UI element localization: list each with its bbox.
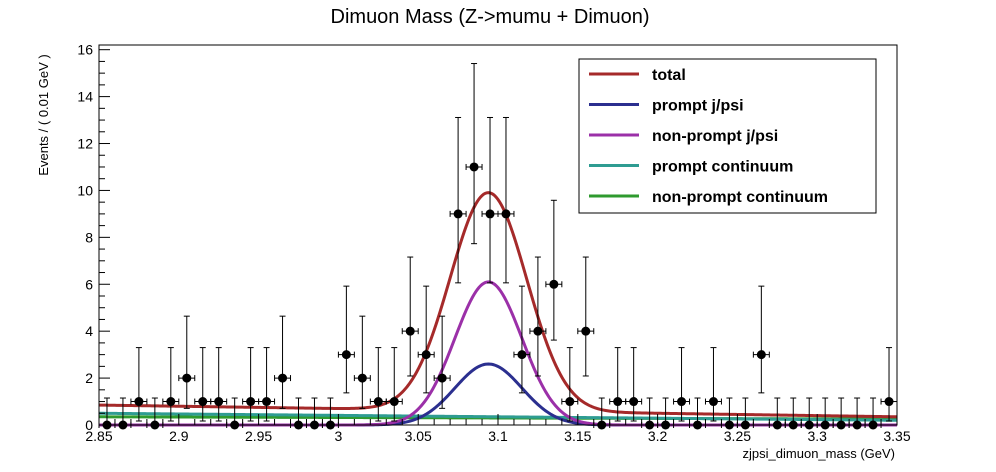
data-marker bbox=[262, 397, 272, 407]
x-tick-label: 3.2 bbox=[648, 428, 668, 444]
legend-label: prompt continuum bbox=[652, 159, 793, 176]
legend-label: non-prompt continuum bbox=[652, 189, 828, 206]
x-tick-label: 2.85 bbox=[85, 428, 112, 444]
data-marker bbox=[357, 373, 367, 383]
y-tick-label: 0 bbox=[85, 417, 93, 433]
data-marker bbox=[708, 397, 718, 407]
legend-entry: non-prompt continuum bbox=[589, 189, 828, 206]
data-point bbox=[752, 285, 770, 394]
data-point bbox=[880, 347, 898, 422]
x-tick-label: 3 bbox=[335, 428, 343, 444]
y-axis-label: Events / ( 0.01 GeV ) bbox=[36, 54, 51, 175]
y-tick-label: 12 bbox=[77, 136, 93, 152]
data-point bbox=[401, 256, 419, 377]
data-point bbox=[465, 63, 483, 245]
data-marker bbox=[629, 397, 639, 407]
data-marker bbox=[389, 397, 399, 407]
y-tick-label: 10 bbox=[77, 182, 93, 198]
data-marker bbox=[533, 326, 543, 336]
data-marker bbox=[677, 397, 687, 407]
axes-layer: 2.85 2.9 2.95 3 3.05 3.1 3.15 3.2 3.25 3.3 3.35 0 2 4… bbox=[77, 42, 910, 444]
x-tick-label: 3.1 bbox=[488, 428, 508, 444]
data-point bbox=[274, 315, 292, 409]
data-point bbox=[369, 347, 387, 422]
data-marker bbox=[485, 209, 495, 219]
data-marker bbox=[581, 326, 591, 336]
data-marker bbox=[884, 397, 894, 407]
y-tick-label: 4 bbox=[85, 323, 93, 339]
data-point bbox=[625, 347, 643, 422]
x-tick-label: 3.25 bbox=[724, 428, 751, 444]
legend-label: total bbox=[652, 67, 686, 84]
data-point bbox=[673, 347, 691, 422]
series-line-total bbox=[98, 191, 898, 419]
data-point bbox=[561, 347, 579, 422]
data-point bbox=[162, 347, 180, 422]
data-point bbox=[242, 347, 260, 422]
data-point bbox=[768, 397, 786, 430]
x-tick-label: 2.9 bbox=[169, 428, 189, 444]
data-marker bbox=[517, 350, 527, 360]
data-point bbox=[577, 256, 595, 377]
data-point bbox=[529, 256, 547, 377]
data-marker bbox=[134, 397, 144, 407]
legend-entry: non-prompt j/psi bbox=[589, 128, 778, 145]
legend-label: prompt j/psi bbox=[652, 98, 744, 115]
data-point bbox=[385, 347, 403, 422]
chart-title: Dimuon Mass (Z->mumu + Dimuon) bbox=[331, 6, 650, 28]
data-point bbox=[433, 315, 451, 409]
x-tick-label: 3.3 bbox=[807, 428, 827, 444]
y-tick-label: 2 bbox=[85, 370, 93, 386]
data-point bbox=[417, 285, 435, 394]
y-tick-label: 6 bbox=[85, 276, 93, 292]
data-marker bbox=[373, 397, 383, 407]
data-marker bbox=[421, 350, 431, 360]
x-tick-label: 3.15 bbox=[564, 428, 591, 444]
data-point bbox=[481, 116, 499, 284]
data-marker bbox=[501, 209, 511, 219]
legend-entry: prompt continuum bbox=[589, 159, 793, 176]
data-point bbox=[194, 347, 212, 422]
data-point bbox=[545, 199, 563, 341]
data-point bbox=[513, 285, 531, 394]
data-marker bbox=[341, 350, 351, 360]
data-point bbox=[178, 315, 196, 409]
x-axis-label: zjpsi_dimuon_mass (GeV) bbox=[743, 446, 895, 461]
x-tick-label: 2.95 bbox=[245, 428, 272, 444]
legend-entry: total bbox=[589, 67, 686, 84]
legend-label: non-prompt j/psi bbox=[652, 128, 778, 145]
data-marker bbox=[437, 373, 447, 383]
x-tick-label: 3.05 bbox=[405, 428, 432, 444]
data-marker bbox=[613, 397, 623, 407]
data-point bbox=[609, 347, 627, 422]
data-point bbox=[353, 315, 371, 409]
data-marker bbox=[565, 397, 575, 407]
data-point bbox=[210, 347, 228, 422]
data-marker bbox=[549, 279, 559, 289]
legend: total prompt j/psi non-prompt j/psi prompt … bbox=[578, 58, 877, 214]
data-marker bbox=[278, 373, 288, 383]
data-marker bbox=[453, 209, 463, 219]
data-marker bbox=[198, 397, 208, 407]
data-point bbox=[258, 347, 276, 422]
data-marker bbox=[246, 397, 256, 407]
y-tick-label: 14 bbox=[77, 89, 93, 105]
data-point bbox=[704, 347, 722, 422]
data-marker bbox=[182, 373, 192, 383]
data-marker bbox=[469, 162, 479, 172]
data-point bbox=[337, 285, 355, 394]
data-marker bbox=[214, 397, 224, 407]
data-point bbox=[130, 347, 148, 422]
data-marker bbox=[756, 350, 766, 360]
data-marker bbox=[166, 397, 176, 407]
y-tick-label: 16 bbox=[77, 42, 93, 58]
data-point bbox=[449, 116, 467, 284]
legend-entry: prompt j/psi bbox=[589, 98, 744, 115]
x-tick-label: 3.35 bbox=[883, 428, 910, 444]
data-point bbox=[497, 116, 515, 284]
data-marker bbox=[405, 326, 415, 336]
y-tick-label: 8 bbox=[85, 229, 93, 245]
